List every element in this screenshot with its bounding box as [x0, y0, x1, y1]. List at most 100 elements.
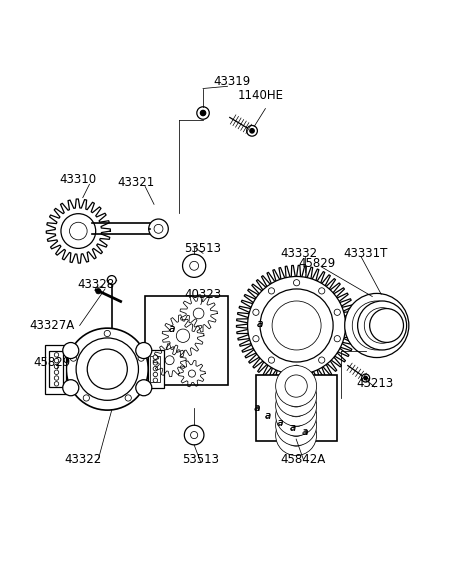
Text: 43321: 43321	[117, 176, 155, 188]
Circle shape	[136, 343, 151, 358]
Text: a: a	[289, 423, 295, 433]
Circle shape	[153, 366, 157, 371]
Circle shape	[136, 380, 151, 396]
Circle shape	[189, 261, 198, 270]
Circle shape	[193, 308, 204, 319]
Circle shape	[154, 224, 163, 233]
Circle shape	[104, 331, 110, 337]
Circle shape	[293, 279, 299, 286]
Text: 45829: 45829	[33, 356, 70, 369]
Circle shape	[344, 294, 408, 357]
Circle shape	[190, 431, 197, 439]
Circle shape	[153, 378, 157, 382]
Circle shape	[54, 358, 59, 363]
Circle shape	[61, 214, 95, 249]
Circle shape	[275, 385, 316, 426]
Circle shape	[153, 361, 157, 365]
Text: 43322: 43322	[64, 452, 101, 465]
Bar	[150, 356, 160, 382]
Circle shape	[247, 277, 345, 374]
Circle shape	[357, 301, 406, 350]
Circle shape	[284, 375, 307, 397]
Text: a: a	[264, 411, 270, 420]
Circle shape	[54, 370, 59, 374]
Circle shape	[259, 289, 332, 362]
Circle shape	[333, 336, 340, 342]
Circle shape	[70, 355, 76, 361]
Circle shape	[275, 395, 316, 436]
Circle shape	[54, 353, 59, 357]
Circle shape	[333, 309, 340, 315]
Text: 43327A: 43327A	[29, 319, 74, 332]
Circle shape	[275, 365, 316, 407]
Circle shape	[318, 357, 324, 363]
Bar	[49, 351, 63, 387]
Bar	[45, 345, 66, 394]
Circle shape	[182, 254, 205, 277]
Circle shape	[188, 370, 195, 377]
Text: 43319: 43319	[213, 75, 250, 88]
Circle shape	[196, 107, 209, 119]
Text: a: a	[169, 324, 175, 334]
Circle shape	[363, 308, 399, 343]
Circle shape	[69, 222, 87, 240]
Circle shape	[284, 394, 307, 417]
Text: 43328: 43328	[77, 278, 114, 291]
Text: a: a	[253, 403, 260, 413]
Circle shape	[95, 288, 101, 294]
Circle shape	[275, 376, 316, 417]
Text: 1140HE: 1140HE	[238, 89, 283, 102]
Text: 45842A: 45842A	[280, 452, 325, 465]
Text: a: a	[301, 427, 307, 438]
Text: a: a	[277, 418, 282, 427]
Circle shape	[271, 301, 320, 350]
Circle shape	[249, 129, 254, 133]
Circle shape	[200, 110, 205, 116]
Text: 43310: 43310	[60, 174, 97, 186]
Bar	[145, 296, 227, 385]
Circle shape	[268, 288, 274, 294]
Circle shape	[153, 372, 157, 377]
Circle shape	[246, 126, 257, 136]
Text: a: a	[289, 423, 294, 432]
Circle shape	[275, 415, 316, 456]
Circle shape	[268, 357, 274, 363]
Bar	[255, 376, 336, 442]
Text: 43332: 43332	[280, 247, 317, 260]
Text: a: a	[276, 418, 283, 427]
Text: a: a	[264, 411, 270, 421]
Circle shape	[107, 275, 116, 284]
Circle shape	[284, 405, 307, 427]
Circle shape	[284, 385, 307, 407]
Circle shape	[369, 308, 403, 343]
Text: a: a	[256, 319, 262, 329]
Text: a: a	[256, 319, 262, 329]
Circle shape	[184, 425, 204, 445]
Circle shape	[284, 414, 307, 436]
Text: 53513: 53513	[182, 452, 219, 465]
Circle shape	[293, 365, 299, 372]
Circle shape	[165, 356, 174, 365]
Circle shape	[63, 380, 79, 396]
Circle shape	[148, 219, 168, 238]
Text: a: a	[302, 428, 307, 437]
Text: 40323: 40323	[184, 288, 221, 301]
Text: a: a	[254, 404, 259, 413]
Circle shape	[83, 395, 89, 401]
Circle shape	[54, 376, 59, 380]
Circle shape	[54, 364, 59, 369]
Circle shape	[54, 382, 59, 386]
Circle shape	[138, 355, 144, 361]
Text: 43331T: 43331T	[343, 247, 387, 260]
Circle shape	[125, 395, 131, 401]
Circle shape	[284, 424, 307, 446]
Circle shape	[252, 336, 258, 342]
Circle shape	[351, 301, 400, 350]
Circle shape	[252, 309, 258, 315]
Circle shape	[361, 374, 369, 382]
Bar	[148, 351, 163, 388]
Text: 53513: 53513	[184, 242, 221, 255]
Circle shape	[63, 343, 79, 358]
Text: 45829: 45829	[297, 257, 335, 270]
Text: a: a	[169, 324, 175, 334]
